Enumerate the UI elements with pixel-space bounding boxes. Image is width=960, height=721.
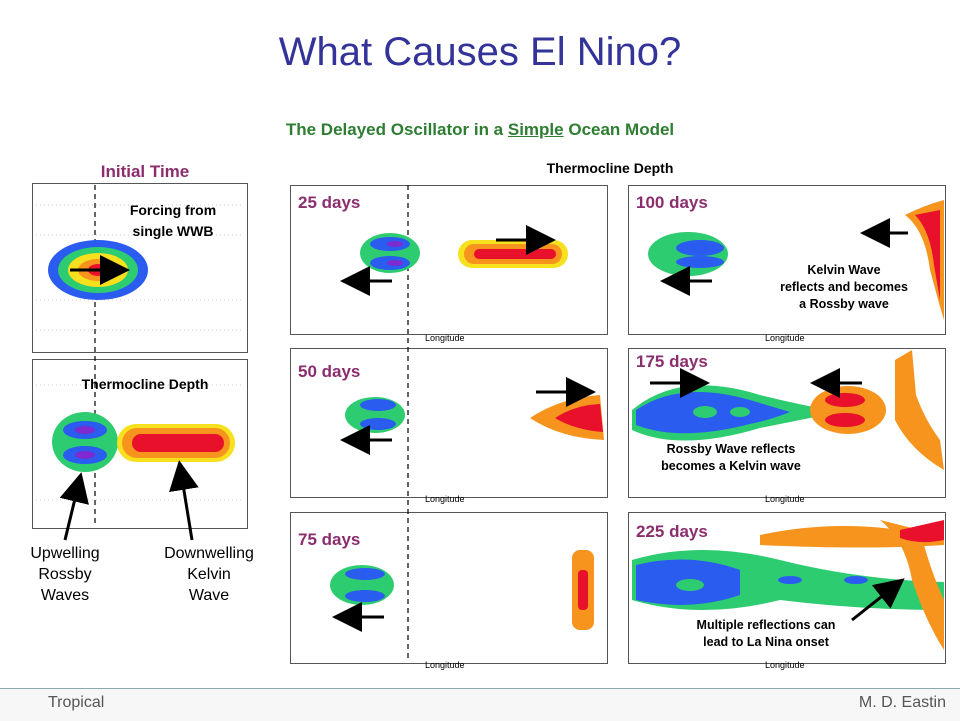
blob-100-reflection (905, 200, 944, 320)
blob-25-kelvin (458, 240, 568, 268)
blob-50-rossby (345, 397, 405, 433)
thermocline-depth-left: Thermocline Depth (81, 376, 209, 392)
subtitle-suffix: Ocean Model (563, 120, 675, 139)
footer-bar (0, 688, 960, 721)
page-title: What Causes El Nino? (278, 30, 682, 74)
note-225-days: Multiple reflections can lead to La Nina… (696, 618, 836, 649)
note-175-days: Rossby Wave reflects becomes a Kelvin wa… (661, 442, 801, 473)
days-label-225: 225 days (636, 522, 708, 541)
blob-100-rossby (648, 232, 728, 276)
days-label-50: 50 days (298, 362, 361, 381)
subtitle: The Delayed Oscillator in a Simple Ocean… (0, 120, 960, 140)
blob-225-pattern (632, 520, 944, 650)
axis-label-25: Longitude (425, 333, 465, 343)
blob-75-kelvin (572, 550, 594, 630)
upwelling-rossby-label: Upwelling Rossby Waves (30, 545, 100, 604)
downwelling-kelvin-label: Downwelling Kelvin Wave (164, 545, 254, 604)
blob-175-rossby (810, 350, 944, 470)
days-label-25: 25 days (298, 193, 361, 212)
days-label-100: 100 days (636, 193, 708, 212)
axis-label-75: Longitude (425, 660, 465, 670)
initial-time-label: Initial Time (100, 162, 190, 181)
blob-75-rossby (330, 565, 394, 605)
subtitle-underlined: Simple (507, 120, 564, 139)
note-100-days: Kelvin Wave reflects and becomes a Rossb… (780, 263, 908, 311)
blob-25-rossby (360, 233, 420, 273)
footer-author: M. D. Eastin (858, 694, 946, 711)
footer-course: Tropical (48, 694, 105, 711)
blob-50-kelvin (530, 395, 604, 440)
axis-label-100: Longitude (765, 333, 805, 343)
days-label-175: 175 days (636, 352, 708, 371)
axis-label-175: Longitude (765, 494, 805, 504)
axis-label-50: Longitude (425, 494, 465, 504)
forcing-label: Forcing from single WWB (129, 202, 217, 239)
thermocline-depth-header: Thermocline Depth (546, 160, 674, 176)
axis-label-225: Longitude (765, 660, 805, 670)
initial-rossby-blob (52, 412, 118, 472)
initial-kelvin-blob (117, 424, 235, 462)
subtitle-prefix: The Delayed Oscillator in a (285, 120, 508, 139)
blob-175-kelvin (632, 385, 840, 441)
days-label-75: 75 days (298, 530, 361, 549)
